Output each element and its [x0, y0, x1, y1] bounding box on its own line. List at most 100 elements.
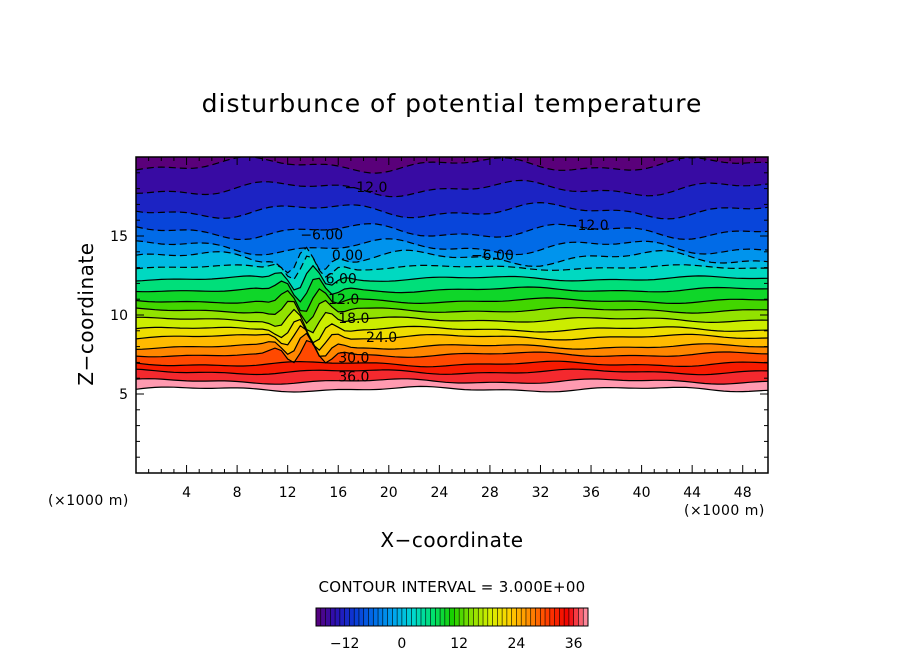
- colorbar-frame: [315, 607, 589, 627]
- contour-line: [136, 360, 768, 368]
- colorbar-swatch: [516, 608, 522, 626]
- contour-line: [136, 277, 768, 303]
- colorbar-tick-label: 36: [565, 636, 583, 652]
- colorbar-swatch: [454, 608, 460, 626]
- x-tick-label: 48: [734, 485, 752, 501]
- contour-line: [136, 179, 768, 198]
- colorbar-swatch: [344, 608, 350, 626]
- colorbar-swatch: [325, 608, 331, 626]
- colorbar-swatch: [392, 608, 398, 626]
- colorbar-swatch: [511, 608, 517, 626]
- colorbar-tick-label: 0: [397, 636, 406, 652]
- contour-label: 6.00: [326, 272, 357, 288]
- colorbar-tick-label: 12: [450, 636, 468, 652]
- contour-line: [136, 318, 768, 344]
- contour-label: 24.0: [366, 330, 397, 346]
- colorbar-swatch: [320, 608, 326, 626]
- colorbar-swatch: [444, 608, 450, 626]
- contour-line: [136, 223, 768, 241]
- colorbar-swatch: [430, 608, 436, 626]
- colorbar-swatch: [440, 608, 446, 626]
- colorbar-swatch: [549, 608, 555, 626]
- contour-label: 12.0: [328, 292, 359, 308]
- contour-label: −6.00: [300, 227, 343, 243]
- x-tick-label: 28: [481, 485, 499, 501]
- colorbar-swatch: [406, 608, 412, 626]
- colorbar-swatch: [435, 608, 441, 626]
- colorbar-swatch: [358, 608, 365, 626]
- x-tick-label: 32: [532, 485, 550, 501]
- contour-label: 0.00: [332, 248, 363, 264]
- y-tick-label: 15: [110, 229, 128, 245]
- y-axis-ticks: 5 10 15: [110, 172, 768, 458]
- x-axis-unit-right: (×1000 m): [684, 503, 765, 519]
- contour-label: 18.0: [338, 311, 369, 327]
- contour-interval-text: CONTOUR INTERVAL = 3.000E+00: [318, 578, 585, 596]
- colorbar-swatch: [525, 608, 532, 626]
- colorbar-swatch: [573, 608, 579, 626]
- colorbar-swatch: [497, 608, 503, 626]
- contour-line: [136, 157, 768, 174]
- colorbar-swatch: [492, 608, 498, 626]
- contour-line: [136, 201, 768, 220]
- contour-line: [136, 368, 768, 376]
- x-tick-label: 12: [279, 485, 297, 501]
- colorbar-swatch: [530, 608, 536, 626]
- colorbar-swatch: [373, 608, 379, 626]
- colorbar-swatch: [545, 608, 551, 626]
- y-axis-label: Z−coordinate: [74, 242, 98, 385]
- colorbar-swatch: [330, 608, 336, 626]
- contour-line: [136, 264, 768, 291]
- colorbar-swatch: [459, 608, 465, 626]
- colorbar-swatch: [349, 608, 355, 626]
- colorbar-swatch: [564, 608, 570, 626]
- colorbar-swatch: [378, 608, 384, 626]
- colorbar-swatch: [554, 608, 560, 626]
- x-tick-label: 40: [633, 485, 651, 501]
- y-tick-label: 10: [110, 308, 128, 324]
- colorbar-swatch: [397, 608, 403, 626]
- colorbar-swatch: [521, 608, 527, 626]
- contour-lines: [136, 157, 768, 393]
- colorbar-swatch: [316, 608, 322, 626]
- colorbar-swatch: [339, 608, 345, 626]
- colorbar-swatch: [535, 608, 541, 626]
- colorbar-swatch: [478, 608, 484, 626]
- colorbar-swatch: [411, 608, 417, 626]
- contour-line: [136, 308, 768, 334]
- colorbar-swatch: [468, 608, 474, 626]
- colorbar-swatch: [483, 608, 489, 626]
- contour-label: −12.0: [566, 218, 609, 234]
- y-tick-label: 5: [119, 387, 128, 403]
- contour-label: 30.0: [338, 351, 369, 367]
- contour-line: [136, 299, 768, 325]
- contour-line: [136, 238, 768, 256]
- contour-line: [136, 324, 768, 351]
- colorbar-swatch: [368, 608, 374, 626]
- colorbar-tick-labels: −12 0 12 24 36: [330, 636, 583, 652]
- colorbar-swatch: [583, 608, 589, 626]
- colorbar-swatch: [382, 608, 388, 626]
- contour-line: [136, 385, 768, 393]
- colorbar-swatch: [487, 608, 493, 626]
- colorbar-swatch: [502, 608, 508, 626]
- x-tick-label: 16: [329, 485, 347, 501]
- contour-label: −12.0: [345, 180, 388, 196]
- colorbar-swatch: [463, 608, 470, 626]
- x-axis-ticks: 4 8 12 16 20 24 28 32 36 40 44 48: [148, 157, 756, 501]
- colorbar-swatch: [559, 608, 565, 626]
- colorbar-swatch: [420, 608, 427, 626]
- colorbar-swatch: [473, 608, 479, 626]
- colorbar-swatch: [449, 608, 455, 626]
- colorbar-swatch: [335, 608, 341, 626]
- contour-line: [136, 288, 768, 312]
- x-axis-unit-left: (×1000 m): [48, 493, 129, 509]
- colorbar-swatch: [401, 608, 407, 626]
- colorbar: [315, 607, 589, 627]
- contour-line: [136, 255, 768, 281]
- x-axis-label: X−coordinate: [380, 528, 523, 552]
- contour-label: 36.0: [338, 370, 369, 386]
- chart-title: disturbunce of potential temperature: [202, 89, 703, 118]
- colorbar-tick-label: 24: [508, 636, 526, 652]
